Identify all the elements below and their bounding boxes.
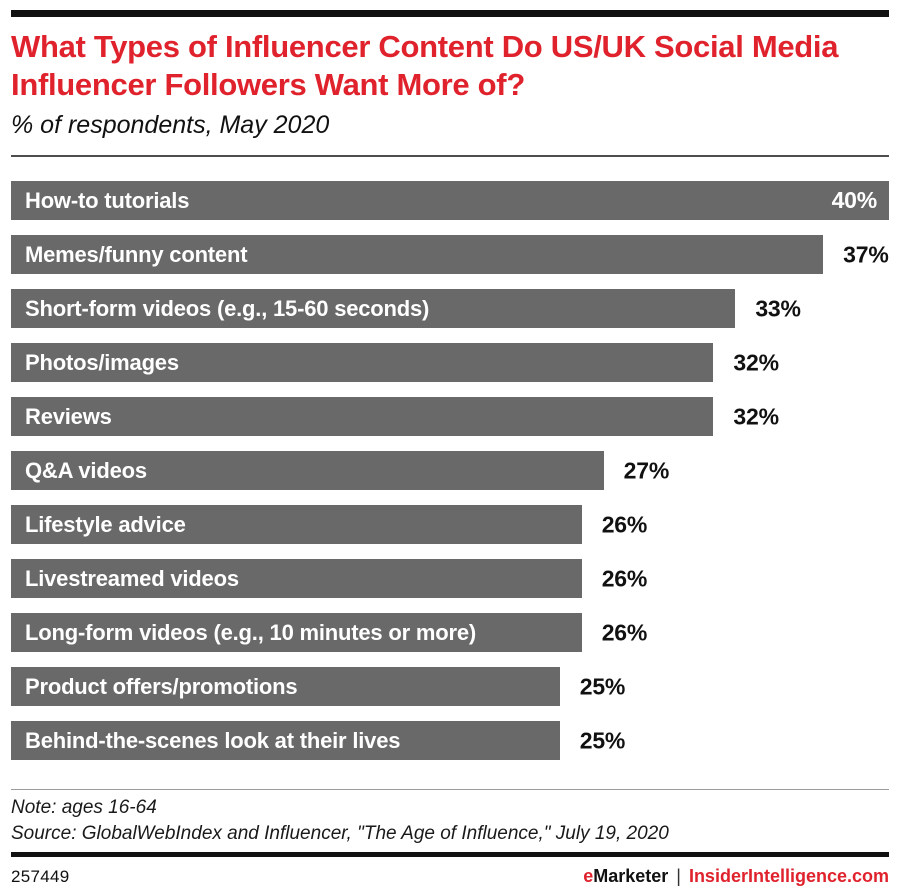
bar-label: Reviews <box>25 403 112 429</box>
bar-row: 26% Lifestyle advice <box>11 505 889 544</box>
bar-value: 26% <box>601 565 648 591</box>
bottom-rule <box>11 852 889 857</box>
bar-row: 26% Livestreamed videos <box>11 559 889 598</box>
chart-id: 257449 <box>11 867 70 886</box>
bar-value: 26% <box>601 619 648 645</box>
bar-value: 33% <box>755 295 801 321</box>
bar-label: Behind-the-scenes look at their lives <box>25 727 401 753</box>
bar-label: Photos/images <box>25 349 179 375</box>
bar-value: 32% <box>733 349 779 375</box>
bar-row: 25% Product offers/promotions <box>11 667 889 706</box>
bar: Short-form videos (e.g., 15-60 seconds) <box>11 289 736 328</box>
bar-value: 27% <box>623 457 670 483</box>
brand-site-link[interactable]: InsiderIntelligence.com <box>688 866 889 886</box>
note-line: Note: ages 16-64 <box>11 797 157 818</box>
bar: Livestreamed videos <box>11 559 582 598</box>
bar-label: Livestreamed videos <box>25 565 239 591</box>
brand-separator: | <box>676 866 681 886</box>
bar: Photos/images <box>11 343 714 382</box>
bar-label: Product offers/promotions <box>25 673 298 699</box>
chart-title: What Types of Influencer Content Do US/U… <box>11 29 839 102</box>
notes-block: Note: ages 16-64 Source: GlobalWebIndex … <box>11 795 889 847</box>
bar: How-to tutorials 40% <box>11 181 889 220</box>
source-line: Source: GlobalWebIndex and Influencer, "… <box>11 823 669 844</box>
bar-value: 26% <box>601 511 648 537</box>
brand-lockup: eMarketer | InsiderIntelligence.com <box>583 866 889 887</box>
bar-label: Short-form videos (e.g., 15-60 seconds) <box>25 295 430 321</box>
bar-row: 37% Memes/funny content <box>11 235 889 274</box>
title-divider <box>11 155 889 157</box>
bar-label: Long-form videos (e.g., 10 minutes or mo… <box>25 619 477 645</box>
bar-row: 32% Photos/images <box>11 343 889 382</box>
bar-label: How-to tutorials <box>25 187 190 213</box>
note-divider <box>11 789 889 790</box>
brand-name: Marketer <box>593 866 669 886</box>
bar-value: 32% <box>733 403 779 429</box>
bar: Q&A videos <box>11 451 604 490</box>
bar: Product offers/promotions <box>11 667 560 706</box>
bar: Long-form videos (e.g., 10 minutes or mo… <box>11 613 582 652</box>
brand-e: e <box>583 866 594 886</box>
bar-label: Q&A videos <box>25 457 147 483</box>
bar-value: 25% <box>579 727 626 753</box>
bar-label: Memes/funny content <box>25 241 248 267</box>
bar-row: 26% Long-form videos (e.g., 10 minutes or… <box>11 613 889 652</box>
bar-value: 25% <box>579 673 626 699</box>
bar-value: 37% <box>843 241 889 267</box>
bar: Behind-the-scenes look at their lives <box>11 721 560 760</box>
bar-row: 32% Reviews <box>11 397 889 436</box>
brand-emarketer: eMarketer <box>583 866 668 886</box>
bar: Reviews <box>11 397 714 436</box>
bar-value: 40% <box>831 187 878 213</box>
bar-row: 33% Short-form videos (e.g., 15-60 second… <box>11 289 889 328</box>
bar-row: 25% Behind-the-scenes look at their lives <box>11 721 889 760</box>
chart-subtitle: % of respondents, May 2020 <box>11 111 330 139</box>
bar: Lifestyle advice <box>11 505 582 544</box>
bar-label: Lifestyle advice <box>25 511 186 537</box>
bar-row: 27% Q&A videos <box>11 451 889 490</box>
bar-row: How-to tutorials 40% <box>11 181 889 220</box>
footer-bar: 257449 eMarketer | InsiderIntelligence.com <box>11 866 889 887</box>
bar-chart: How-to tutorials 40% 37% Memes/funny conten… <box>11 181 889 760</box>
bar: Memes/funny content <box>11 235 824 274</box>
top-rule <box>11 10 889 17</box>
